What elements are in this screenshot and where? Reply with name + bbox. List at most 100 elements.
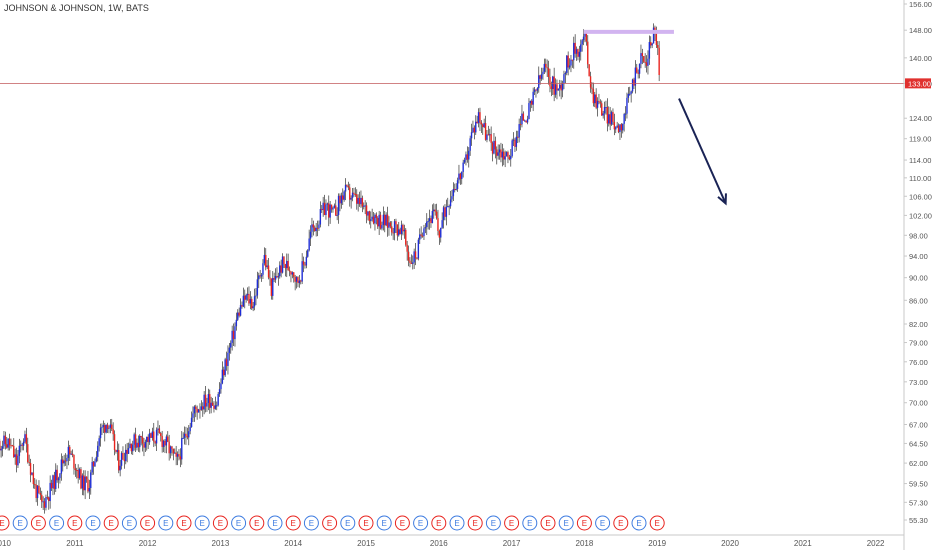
candle-body	[452, 188, 455, 197]
candle-body	[119, 465, 121, 471]
candle-body	[24, 434, 26, 442]
candle-body	[462, 162, 464, 172]
candle-body	[311, 224, 313, 232]
candle-body	[493, 140, 495, 154]
candle-body	[182, 437, 184, 439]
candle-body	[575, 49, 578, 54]
candle-body	[384, 214, 386, 226]
candle-body	[392, 232, 394, 234]
time-tick-label: 2018	[576, 539, 594, 548]
candle-body	[167, 436, 169, 442]
candle-body	[472, 127, 474, 133]
candle-body	[447, 206, 449, 208]
candle-body	[634, 67, 637, 86]
candle-body	[122, 453, 124, 460]
candle-body	[512, 139, 515, 141]
candle-body	[372, 216, 375, 224]
price-tick-label: 59.50	[909, 480, 928, 489]
candle-body	[42, 501, 44, 503]
candle-body	[302, 261, 305, 265]
candle-body	[78, 469, 81, 479]
candle-body	[386, 214, 389, 228]
candle-body	[342, 195, 344, 200]
candle-body	[92, 461, 95, 467]
candle-body	[168, 441, 170, 454]
candle-body	[60, 459, 63, 474]
candle-body	[188, 431, 190, 438]
earnings-marker	[303, 515, 319, 531]
candle-body	[211, 402, 214, 406]
candle-body	[580, 44, 582, 52]
candle-body	[136, 442, 138, 448]
candle-body	[279, 265, 281, 277]
candle-body	[528, 103, 530, 119]
candle-body	[626, 97, 628, 114]
candle-body	[230, 342, 232, 348]
candle-body	[176, 454, 179, 457]
earnings-marker-label: E	[200, 519, 205, 528]
candle-body	[491, 142, 494, 154]
candle-body	[293, 272, 295, 277]
candle-body	[288, 270, 291, 272]
price-axis-bg	[904, 0, 932, 550]
candle-body	[405, 229, 407, 245]
price-tick-label: 90.00	[909, 274, 928, 283]
candle-body	[115, 449, 117, 452]
candle-body	[547, 68, 550, 78]
candle-body	[420, 234, 422, 236]
candle-body	[71, 453, 74, 456]
candle-body	[333, 205, 336, 208]
earnings-marker-label: E	[218, 519, 223, 528]
candle-body	[237, 312, 239, 320]
candle-body	[258, 275, 260, 280]
candle-body	[15, 454, 18, 466]
candle-body	[427, 221, 429, 223]
earnings-marker-label: E	[600, 519, 605, 528]
candle-body	[329, 204, 331, 218]
candle-body	[449, 199, 452, 207]
price-tick-label: 124.00	[909, 114, 932, 123]
candle-body	[146, 436, 148, 442]
candle-body	[526, 118, 529, 123]
time-tick-label: 2010	[0, 539, 11, 548]
candle-body	[49, 482, 51, 502]
candle-body	[200, 406, 203, 410]
candle-body	[522, 113, 525, 121]
candle-body	[479, 112, 481, 123]
candle-body	[559, 84, 561, 89]
candle-body	[487, 134, 490, 136]
candle-body	[400, 224, 403, 235]
time-axis[interactable]: 2010 2011 2012 2013 2014 2015 2016 2017 2018 2019…	[0, 534, 904, 548]
candle-body	[414, 251, 417, 259]
earnings-marker-label: E	[491, 519, 496, 528]
candle-body	[393, 221, 396, 234]
candle-series	[0, 23, 660, 514]
candle-body	[652, 27, 655, 44]
candle-body	[629, 93, 631, 95]
candle-body	[402, 224, 404, 232]
candle-body	[349, 187, 351, 200]
candle-body	[74, 468, 77, 471]
price-tick-label: 119.00	[909, 135, 931, 144]
price-axis[interactable]: 156.00 148.00 140.00 133.00 124.00 119.00 114.…	[903, 0, 932, 550]
candle-body	[48, 497, 50, 502]
candle-body	[18, 445, 21, 456]
candle-body	[308, 238, 310, 251]
candle-body	[407, 251, 410, 261]
earnings-marker	[340, 515, 356, 531]
candle-body	[409, 260, 411, 263]
candle-body	[97, 445, 99, 457]
candle-body	[55, 469, 57, 489]
candle-body	[190, 417, 193, 428]
candle-body	[480, 122, 483, 125]
candle-body	[438, 230, 441, 238]
candle-body	[651, 43, 653, 46]
candle-body	[546, 67, 548, 69]
candle-body	[305, 256, 308, 266]
earnings-marker-label: E	[72, 519, 77, 528]
candle-body	[46, 497, 49, 499]
candle-body	[552, 76, 554, 89]
earnings-marker	[285, 515, 301, 531]
time-tick-label: 2019	[648, 539, 666, 548]
